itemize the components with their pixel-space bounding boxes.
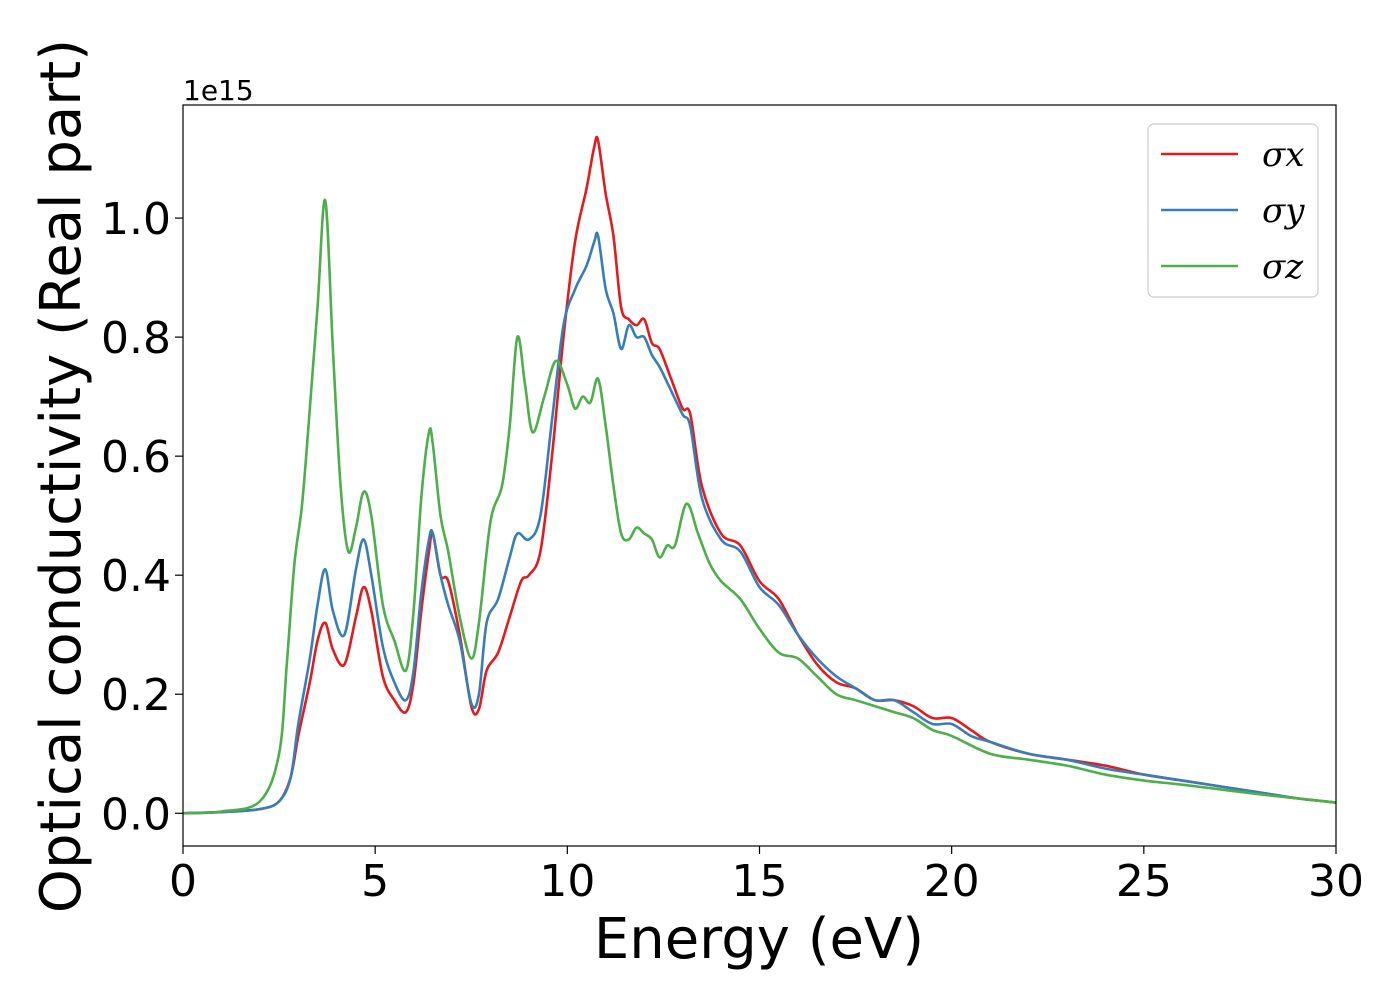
y-tick-label: 0.4 <box>101 551 171 602</box>
y-offset-label: 1e15 <box>183 74 254 107</box>
y-tick-label: 0.6 <box>101 432 171 483</box>
x-tick-label: 10 <box>539 856 595 907</box>
legend-label: σz <box>1262 247 1304 287</box>
x-ticks: 0 5 10 15 20 25 30 <box>169 846 1364 907</box>
series-line-sigma-y <box>183 231 1336 815</box>
y-tick-label: 0.0 <box>101 789 171 840</box>
x-axis-title: Energy (eV) <box>594 907 924 972</box>
x-tick-label: 15 <box>732 856 788 907</box>
y-ticks: 0.0 0.2 0.4 0.6 0.8 1.0 <box>101 194 183 840</box>
legend-label: σx <box>1262 135 1304 175</box>
x-tick-label: 0 <box>169 856 197 907</box>
y-axis-title: Optical conductivity (Real part) <box>29 39 94 913</box>
x-tick-label: 20 <box>924 856 980 907</box>
series-line-sigma-z <box>183 198 1336 815</box>
y-tick-label: 0.8 <box>101 313 171 364</box>
series-lines <box>183 135 1336 815</box>
y-tick-label: 1.0 <box>101 194 171 245</box>
x-tick-label: 25 <box>1116 856 1172 907</box>
legend-label: σy <box>1262 191 1305 231</box>
x-tick-label: 5 <box>361 856 389 907</box>
x-tick-label: 30 <box>1308 856 1364 907</box>
legend: σx σy σz <box>1147 123 1319 298</box>
series-line-sigma-x <box>183 135 1336 815</box>
y-tick-label: 0.2 <box>101 670 171 721</box>
